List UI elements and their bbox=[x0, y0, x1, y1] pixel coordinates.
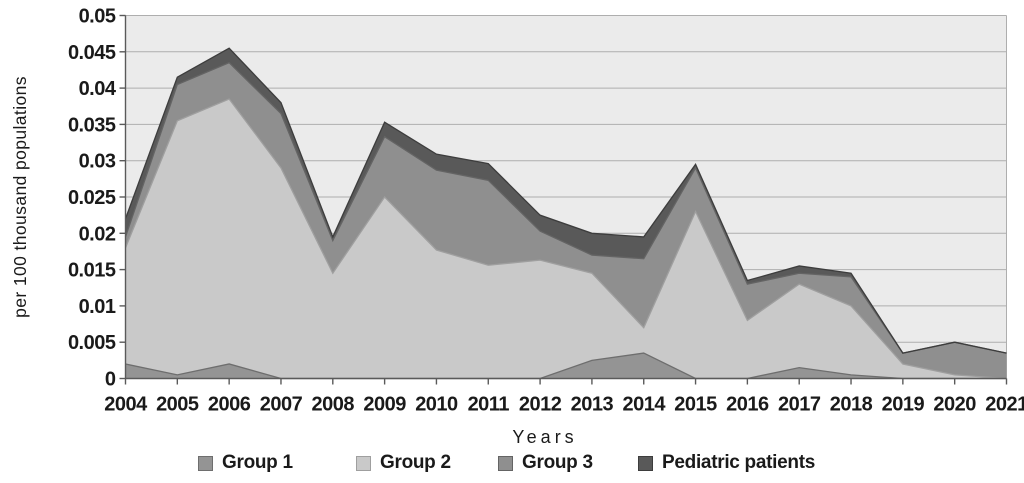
x-tick-label: 2007 bbox=[260, 394, 303, 416]
legend-swatch-group-1 bbox=[198, 455, 213, 471]
legend-item-group-1: Group 1 bbox=[198, 452, 293, 474]
x-tick-label: 2004 bbox=[104, 394, 148, 416]
legend-swatch-group-3 bbox=[498, 455, 513, 471]
x-axis-ticks: 2004 2005 2006 2007 2008 2009 2010 2011 2012 2013… bbox=[104, 378, 1024, 416]
y-axis-ticks: 0 0.005 0.01 0.015 0.02 0.025 0.03 0.035 0.04 0.0… bbox=[68, 6, 126, 391]
y-tick-label: 0.025 bbox=[68, 187, 116, 209]
y-tick-label: 0 bbox=[105, 369, 116, 391]
legend-item-group-2: Group 2 bbox=[356, 452, 451, 474]
x-axis-title: Years bbox=[512, 427, 578, 447]
y-tick-label: 0.045 bbox=[68, 42, 116, 64]
legend: Group 1 Group 2 Group 3 Pediatric patien… bbox=[0, 452, 1024, 476]
legend-label-group-1: Group 1 bbox=[222, 452, 293, 473]
x-tick-label: 2021 bbox=[985, 394, 1024, 416]
y-tick-label: 0.05 bbox=[79, 6, 116, 28]
area-group-2 bbox=[125, 98, 1007, 379]
y-tick-label: 0.01 bbox=[79, 296, 116, 318]
y-tick-label: 0.03 bbox=[79, 151, 116, 173]
y-tick-label: 0.015 bbox=[68, 260, 116, 282]
legend-item-group-3: Group 3 bbox=[498, 452, 593, 474]
area-border-group-3 bbox=[124, 61, 1007, 354]
x-tick-label: 2009 bbox=[363, 394, 406, 416]
x-tick-label: 2008 bbox=[312, 394, 355, 416]
x-tick-label: 2018 bbox=[830, 394, 873, 416]
y-tick-label: 0.035 bbox=[68, 114, 116, 136]
x-tick-label: 2005 bbox=[156, 394, 199, 416]
legend-label-group-2: Group 2 bbox=[380, 452, 451, 473]
y-tick-label: 0.005 bbox=[68, 332, 116, 354]
legend-label-pediatric-patients: Pediatric patients bbox=[662, 452, 815, 473]
y-tick-label: 0.04 bbox=[79, 78, 117, 100]
area-group-1 bbox=[125, 353, 1007, 379]
x-tick-label: 2016 bbox=[726, 394, 769, 416]
x-tick-label: 2010 bbox=[415, 394, 458, 416]
legend-swatch-group-2 bbox=[356, 455, 371, 471]
legend-label-group-3: Group 3 bbox=[522, 452, 593, 473]
x-tick-label: 2012 bbox=[519, 394, 562, 416]
x-tick-label: 2020 bbox=[933, 394, 976, 416]
x-tick-label: 2015 bbox=[674, 394, 717, 416]
y-tick-label: 0.02 bbox=[79, 223, 116, 245]
x-tick-label: 2017 bbox=[778, 394, 821, 416]
x-tick-label: 2006 bbox=[208, 394, 251, 416]
legend-swatch-pediatric-patients bbox=[638, 455, 653, 471]
x-tick-label: 2013 bbox=[571, 394, 614, 416]
area-border-group-2 bbox=[124, 98, 1007, 380]
area-border-group-1 bbox=[125, 352, 1007, 380]
legend-item-pediatric-patients: Pediatric patients bbox=[638, 452, 815, 474]
y-axis-title: per 100 thousand populations bbox=[10, 76, 30, 318]
area-border-pediatric-patients bbox=[124, 47, 1007, 354]
x-tick-label: 2019 bbox=[882, 394, 925, 416]
x-tick-label: 2011 bbox=[468, 394, 510, 416]
x-tick-label: 2014 bbox=[622, 394, 666, 416]
